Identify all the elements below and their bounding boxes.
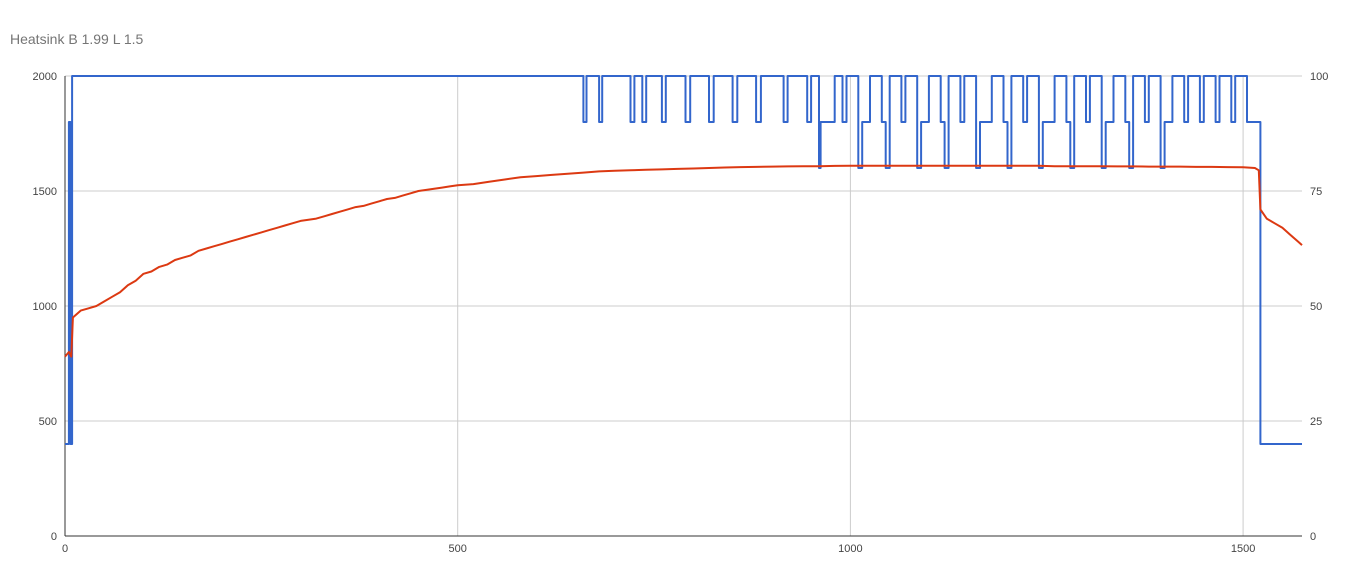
y-right-tick-label: 50: [1310, 301, 1322, 313]
x-tick-label: 500: [449, 543, 467, 555]
y-left-tick-label: 2000: [33, 71, 57, 83]
series-line-1: [65, 75, 1302, 445]
y-left-tick-label: 0: [51, 531, 57, 543]
y-right-tick-label: 0: [1310, 531, 1316, 543]
series-line-2: [64, 164, 1303, 358]
grid: [65, 75, 1302, 536]
x-tick-label: 1500: [1231, 543, 1255, 555]
y-left-tick-label: 500: [39, 416, 57, 428]
axes: [64, 76, 1302, 537]
y-right-tick-label: 25: [1310, 416, 1322, 428]
series-group: [64, 75, 1303, 445]
x-tick-label: 0: [62, 543, 68, 555]
chart-title: Heatsink B 1.99 L 1.5: [10, 31, 144, 47]
y-left-tick-label: 1000: [33, 301, 57, 313]
x-tick-label: 1000: [838, 543, 862, 555]
y-right-tick-label: 75: [1310, 186, 1322, 198]
y-left-tick-label: 1500: [33, 186, 57, 198]
y-right-tick-label: 100: [1310, 71, 1328, 83]
